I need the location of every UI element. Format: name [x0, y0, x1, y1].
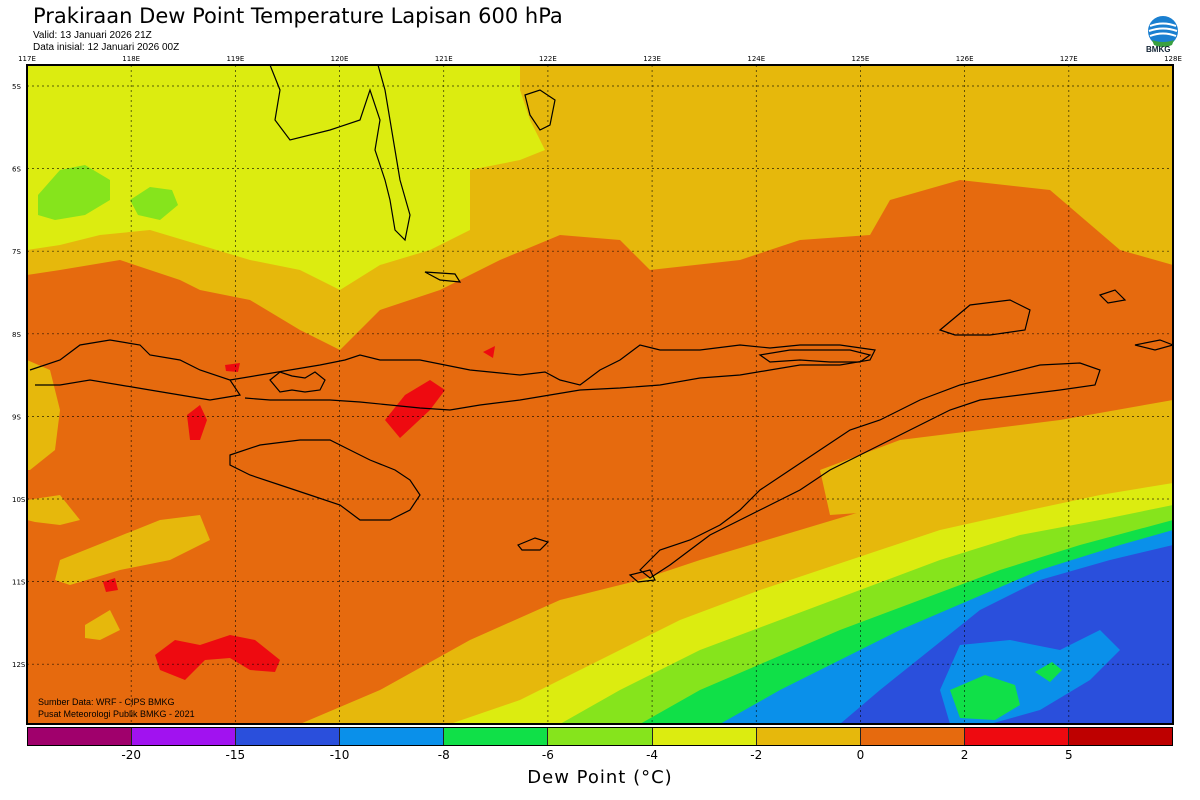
lon-label: 119E — [226, 55, 244, 63]
lon-label: 125E — [852, 55, 870, 63]
field-red-2 — [187, 405, 207, 440]
colorbar-swatch — [756, 728, 861, 745]
field-amber-sw2 — [85, 610, 120, 640]
lon-label: 124E — [747, 55, 765, 63]
field-green-nw2 — [130, 187, 178, 220]
lat-label: 10S — [12, 496, 26, 504]
coast-timor — [639, 362, 1101, 579]
lon-label: 127E — [1060, 55, 1078, 63]
colorbar-swatch — [964, 728, 1069, 745]
lat-label: 11S — [12, 579, 26, 587]
colorbar-tick: 2 — [960, 748, 969, 762]
coast-babar — [1098, 289, 1127, 304]
lat-label: 6S — [12, 166, 21, 174]
colorbar-tick: 0 — [856, 748, 865, 762]
colorbar-swatch — [1068, 728, 1173, 745]
field-red-4 — [103, 578, 118, 592]
lat-label: 9S — [12, 413, 21, 421]
colorbar-tick: -8 — [437, 748, 450, 762]
lat-label: 5S — [12, 83, 21, 91]
field-green-se — [950, 675, 1020, 720]
colorbar-label: Dew Point (°C) — [527, 767, 673, 788]
coast-buton — [524, 89, 556, 131]
colorbar-swatch — [132, 728, 237, 745]
field-red-6 — [225, 363, 240, 372]
colorbar-tick: 5 — [1064, 748, 1073, 762]
colorbar-tick: -20 — [121, 748, 141, 762]
lon-label: 121E — [435, 55, 453, 63]
colorbar-swatch — [340, 728, 445, 745]
map-frame — [26, 64, 1174, 725]
field-red-5 — [483, 346, 495, 358]
colorbar-swatch — [236, 728, 341, 745]
bmkg-logo-icon — [1148, 16, 1178, 47]
lon-label: 123E — [643, 55, 661, 63]
coast-wetar — [938, 299, 1031, 336]
lat-label: 8S — [12, 331, 21, 339]
dewpoint-map: 117E 118E 119E 120E 121E 122E 123E 124E 125E 126E… — [12, 55, 1182, 725]
colorbar — [27, 727, 1173, 746]
coast-selayar — [424, 271, 462, 283]
field-amber-sw1 — [55, 515, 210, 585]
init-time: Data inisial: 12 Januari 2026 00Z — [33, 42, 180, 53]
colorbar-tick: -2 — [750, 748, 763, 762]
colorbar-swatch — [548, 728, 653, 745]
lon-label: 122E — [539, 55, 557, 63]
field-amber-west2 — [27, 495, 80, 525]
coast-flores-islands — [269, 371, 326, 393]
colorbar-swatch — [860, 728, 965, 745]
map-title: Prakiraan Dew Point Temperature Lapisan … — [33, 4, 563, 28]
lon-label: 118E — [122, 55, 140, 63]
lat-label: 7S — [12, 248, 21, 256]
credit-center: Pusat Meteorologi Publik BMKG - 2021 — [38, 709, 195, 719]
lon-label: 128E — [1164, 55, 1182, 63]
colorbar-swatch — [444, 728, 549, 745]
logo-text: BMKG — [1146, 45, 1171, 54]
field-red-1 — [385, 380, 445, 438]
coast-savu — [517, 537, 550, 551]
colorbar-tick: -10 — [329, 748, 350, 762]
coast-sumbawa — [229, 344, 876, 411]
coast-rote — [628, 569, 656, 583]
colorbar-tick: -6 — [541, 748, 554, 762]
lon-label: 126E — [956, 55, 974, 63]
coast-alor — [758, 349, 872, 363]
field-green-se2 — [1035, 662, 1062, 682]
coastlines — [29, 65, 1173, 583]
field-red-3 — [155, 635, 280, 680]
colorbar-tick: -15 — [225, 748, 246, 762]
lon-label: 120E — [331, 55, 349, 63]
lat-label: 12S — [12, 661, 26, 669]
coast-leti — [1134, 339, 1173, 351]
field-amber-west — [27, 360, 60, 470]
field-amber-east — [820, 400, 1173, 515]
colorbar-swatch — [28, 728, 133, 745]
coast-sulawesi — [269, 65, 411, 242]
credit-source: Sumber Data: WRF - CIPS BMKG — [38, 697, 175, 707]
field-yellow-north — [27, 65, 545, 290]
colorbar-tick: -4 — [646, 748, 659, 762]
longitude-labels: 117E 118E 119E 120E 121E 122E 123E 124E 125E 126E… — [18, 55, 1182, 63]
latitude-labels: 5S 6S 7S 8S 9S 10S 11S 12S — [12, 83, 26, 669]
valid-time: Valid: 13 Januari 2026 21Z — [33, 30, 152, 41]
coast-sumba — [229, 439, 421, 521]
lon-label: 117E — [18, 55, 36, 63]
colorbar-swatch — [652, 728, 757, 745]
field-green-nw1 — [38, 165, 110, 220]
